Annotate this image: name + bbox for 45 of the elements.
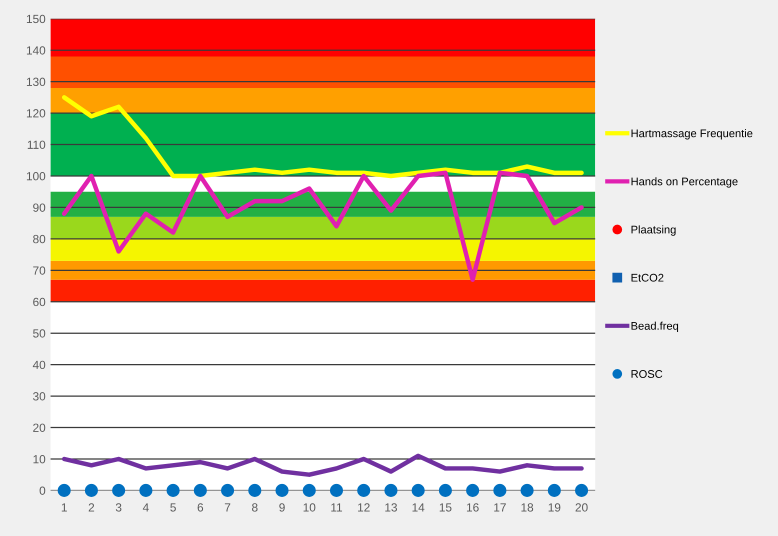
x-tick-label: 8 (252, 503, 258, 512)
y-tick-label: 130 (26, 78, 46, 86)
x-tick-label: 11 (331, 503, 342, 512)
x-tick-label: 4 (142, 503, 149, 512)
x-tick-label: 17 (494, 503, 506, 512)
y-tick-label: 30 (33, 392, 46, 400)
line-series (62, 454, 584, 477)
y-tick-label: 100 (26, 172, 46, 180)
x-tick-label: 18 (521, 503, 534, 512)
x-tick-label: 19 (548, 503, 560, 512)
x-tick-label: 13 (385, 503, 397, 512)
y-tick-label: 0 (40, 486, 46, 495)
y-tick-label: 140 (26, 46, 46, 55)
x-tick-label: 2 (88, 503, 94, 512)
y-tick-label: 50 (33, 329, 46, 338)
x-tick-label: 5 (170, 503, 176, 512)
x-tick-label: 20 (576, 503, 588, 512)
y-tick-label: 40 (32, 360, 46, 370)
y-tick-label: 110 (28, 140, 46, 149)
x-tick-label: 15 (440, 503, 452, 512)
x-tick-label: 14 (412, 503, 424, 512)
y-tick-label: 70 (33, 266, 46, 275)
y-tick-label: 20 (33, 424, 46, 432)
x-tick-label: 16 (466, 503, 479, 512)
x-tick-label: 10 (304, 503, 316, 512)
y-tick-label: 120 (26, 109, 46, 118)
x-tick-label: 9 (279, 503, 285, 512)
legend-label: Hartmassage Frequentie (632, 129, 752, 140)
x-tick-label: 1 (62, 503, 67, 512)
legend-label: Bead.freq (632, 322, 678, 332)
x-tick-label: 6 (198, 503, 204, 512)
x-tick-label: 12 (358, 503, 370, 512)
y-tick-label: 60 (33, 298, 46, 306)
legend-label: ROSC (632, 370, 662, 378)
y-tick-label: 80 (33, 234, 46, 244)
y-tick-label: 10 (33, 455, 46, 464)
line-series (62, 95, 584, 178)
x-tick-label: 7 (224, 503, 230, 512)
y-tick-label: 150 (26, 14, 46, 24)
line-series (62, 170, 584, 282)
legend-label: EtCO2 (632, 274, 664, 282)
x-tick-label: 3 (116, 503, 122, 512)
legend-label: Plaatsing (632, 225, 676, 236)
y-tick-label: 90 (33, 203, 46, 212)
legend-label: Hands on Percentage (632, 177, 738, 188)
